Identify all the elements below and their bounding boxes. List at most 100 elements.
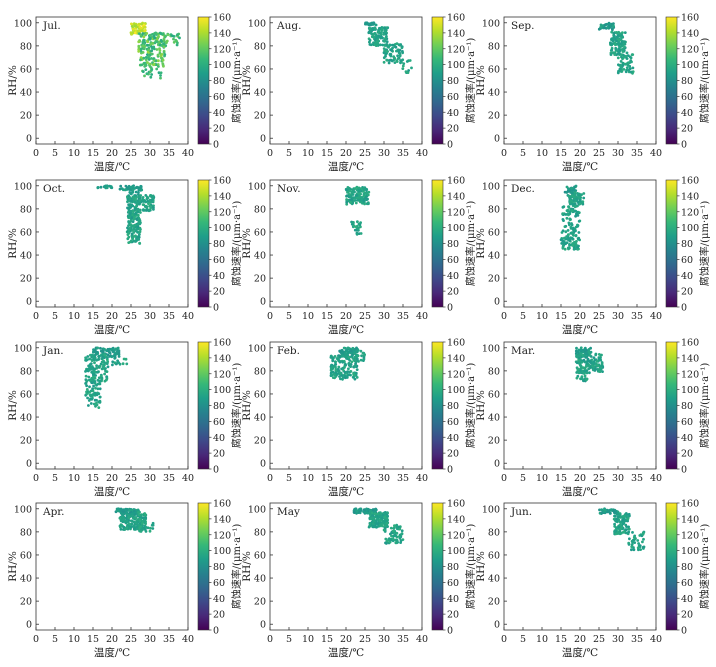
data-point	[378, 523, 382, 527]
x-tick-label: 5	[52, 473, 58, 484]
y-axis-label: RH/%	[475, 551, 487, 582]
data-point	[132, 217, 136, 221]
data-point	[144, 68, 148, 71]
x-tick-label: 30	[144, 473, 156, 484]
data-point	[630, 60, 633, 64]
colorbar-tick-label: 100	[213, 385, 231, 396]
data-point	[110, 186, 114, 190]
data-point	[142, 209, 145, 212]
data-point	[606, 26, 609, 29]
data-point	[148, 204, 152, 208]
data-point	[87, 399, 91, 402]
data-point	[392, 55, 396, 59]
data-point	[111, 360, 115, 364]
data-point	[359, 349, 363, 353]
colorbar-tick-label: 100	[213, 223, 231, 234]
data-point	[603, 508, 607, 512]
data-point	[347, 373, 351, 376]
data-point	[385, 521, 389, 525]
data-point	[329, 356, 333, 359]
colorbar-tick-label: 120	[681, 530, 699, 541]
y-tick-label: 20	[488, 111, 500, 122]
data-point	[133, 187, 137, 190]
data-point	[108, 355, 111, 358]
x-tick-label: 20	[106, 634, 118, 645]
x-tick-label: 0	[501, 473, 507, 484]
x-tick-label: 5	[520, 634, 526, 645]
colorbar-tick-label: 20	[213, 610, 225, 621]
data-point	[388, 43, 392, 47]
data-point	[136, 210, 140, 214]
data-point	[113, 356, 117, 360]
x-tick-label: 10	[302, 473, 314, 484]
x-axis-label: 温度/℃	[562, 485, 599, 498]
y-tick-label: 20	[20, 111, 32, 122]
data-point	[90, 381, 94, 384]
data-point	[621, 48, 625, 52]
data-point	[98, 395, 102, 399]
data-point	[127, 231, 131, 235]
data-point	[630, 545, 634, 549]
data-point	[139, 530, 143, 533]
colorbar-tick-label: 160	[213, 176, 231, 187]
data-point	[145, 72, 149, 76]
data-point	[619, 60, 623, 63]
colorbar-tick-label: 80	[447, 562, 459, 573]
data-point	[142, 61, 146, 65]
data-point	[587, 348, 591, 351]
data-point	[164, 44, 168, 48]
data-point	[341, 366, 345, 370]
x-tick-label: 10	[68, 311, 80, 322]
x-tick-label: 35	[397, 634, 409, 645]
data-point	[90, 397, 94, 401]
data-point	[137, 523, 141, 527]
y-tick-label: 60	[20, 64, 32, 75]
data-point	[352, 350, 356, 354]
x-tick-label: 0	[267, 473, 273, 484]
y-tick-label: 20	[20, 436, 32, 447]
data-point	[138, 219, 142, 223]
x-tick-label: 25	[593, 473, 605, 484]
data-point	[158, 43, 162, 47]
x-tick-label: 30	[612, 634, 624, 645]
data-point	[625, 51, 629, 55]
data-point	[128, 240, 132, 244]
data-point	[148, 529, 152, 533]
colorbar-label: 腐蚀速率/(μm·a⁻¹)	[230, 38, 243, 124]
x-tick-label: 30	[378, 311, 390, 322]
y-axis-label: RH/%	[241, 551, 253, 582]
data-point	[601, 370, 604, 373]
data-point	[585, 364, 588, 368]
x-tick-label: 25	[359, 634, 371, 645]
colorbar-tick-label: 140	[681, 28, 699, 39]
data-point	[140, 22, 144, 26]
colorbar	[665, 16, 678, 145]
data-point	[587, 350, 591, 353]
data-point	[130, 192, 133, 196]
colorbar-tick-label: 100	[447, 385, 465, 396]
data-point	[138, 198, 142, 202]
data-point	[594, 362, 598, 365]
data-point	[135, 237, 138, 240]
data-point	[335, 373, 339, 377]
data-point	[135, 25, 139, 29]
data-point	[347, 362, 351, 366]
data-point	[361, 351, 365, 355]
data-point	[380, 30, 383, 34]
x-tick-label: 35	[397, 473, 409, 484]
y-tick-label: 80	[20, 41, 32, 52]
colorbar-tick-label: 80	[447, 401, 459, 412]
x-tick-label: 20	[106, 311, 118, 322]
data-point	[96, 387, 100, 391]
data-point	[155, 48, 159, 51]
data-point	[111, 363, 114, 367]
data-point	[626, 63, 630, 67]
data-point	[137, 44, 141, 48]
data-point	[147, 209, 151, 213]
plot-frame	[503, 502, 657, 631]
data-point	[568, 212, 572, 216]
colorbar-tick-label: 0	[681, 140, 687, 151]
y-tick-label: 20	[254, 597, 266, 608]
data-point	[355, 368, 359, 371]
data-point	[116, 346, 120, 350]
